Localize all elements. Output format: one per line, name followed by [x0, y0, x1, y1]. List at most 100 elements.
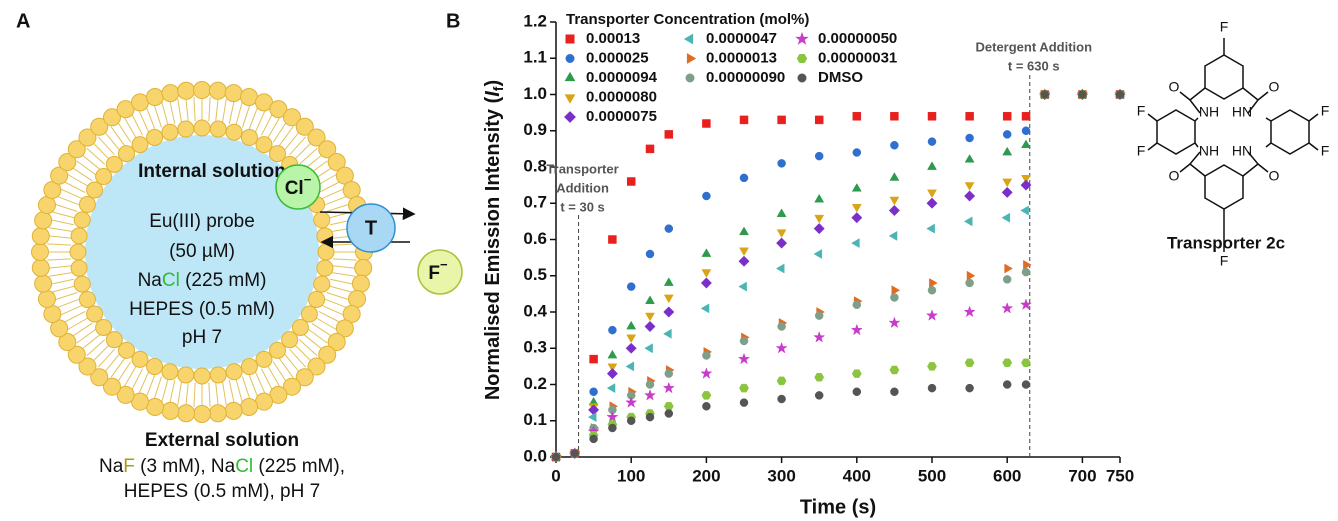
lipid-tail	[221, 381, 227, 406]
lipid-tail	[71, 322, 93, 337]
data-point	[775, 341, 788, 354]
lipid-tail	[242, 376, 251, 400]
lipid-head	[31, 227, 50, 246]
ring	[1270, 109, 1310, 155]
lipid-head	[224, 401, 243, 420]
ring	[1204, 164, 1244, 210]
x-tick-label: 700	[1068, 466, 1096, 485]
data-point	[1002, 146, 1013, 156]
lipid-head	[291, 318, 309, 336]
data-point	[965, 112, 974, 121]
lipid-tail	[177, 381, 183, 406]
data-point	[608, 405, 617, 415]
data-point	[626, 334, 637, 344]
data-point	[607, 363, 618, 373]
lipid-tail	[117, 361, 132, 383]
lipid-head	[268, 145, 286, 163]
legend-label: 0.0000013	[706, 49, 777, 66]
data-point	[889, 172, 900, 181]
lipid-head	[116, 385, 135, 404]
data-point	[663, 306, 675, 318]
lipid-head	[255, 350, 273, 368]
lipid-tail	[71, 167, 93, 182]
lipid-head	[255, 136, 273, 154]
lipid-head	[327, 333, 346, 352]
lipid-head	[145, 87, 164, 106]
lipid-tail	[145, 107, 156, 130]
data-point	[570, 449, 580, 458]
lipid-tail	[254, 371, 266, 394]
lipid-head	[193, 81, 211, 99]
lipid-tail	[153, 104, 162, 128]
data-point	[625, 396, 638, 408]
data-point	[777, 322, 786, 331]
lipid-head	[50, 166, 69, 185]
data-point	[1002, 275, 1012, 284]
data-point	[589, 434, 598, 444]
lipid-head	[161, 363, 179, 381]
lipid-head	[240, 358, 258, 376]
lipid-head	[161, 84, 180, 103]
data-point	[606, 410, 619, 423]
atom-label: F	[1220, 19, 1229, 35]
lipid-tail	[57, 195, 80, 206]
lipid-tail	[81, 334, 101, 350]
data-point	[662, 381, 675, 394]
legend-marker	[685, 73, 695, 83]
annotation-text: Transporter	[546, 161, 618, 176]
lipid-tail	[228, 100, 235, 124]
x-tick-label: 0	[551, 466, 560, 485]
lipid-tail	[86, 147, 105, 165]
data-point	[889, 196, 900, 206]
legend-label: DMSO	[818, 69, 863, 86]
data-point	[926, 223, 935, 234]
lipid-head	[131, 93, 150, 112]
legend-marker	[564, 94, 576, 104]
legend-marker	[683, 33, 694, 45]
lipid-head	[73, 211, 91, 229]
lipid-head	[225, 123, 243, 141]
lipid-tail	[54, 203, 78, 212]
data-point	[625, 342, 637, 354]
annotation-text: t = 630 s	[1008, 58, 1060, 73]
data-point	[966, 270, 976, 281]
data-point	[739, 226, 749, 236]
data-point	[700, 277, 712, 289]
data-point	[850, 323, 863, 336]
data-point	[626, 416, 636, 425]
atom-label: O	[1269, 79, 1280, 95]
lipid-tail	[161, 378, 169, 402]
lipid-head	[225, 363, 243, 381]
data-point	[739, 336, 749, 346]
data-point	[1021, 126, 1031, 135]
y-tick-label: 0.8	[523, 156, 547, 175]
y-tick-label: 0.3	[523, 338, 547, 357]
external-line: NaF (3 mM), NaCl (225 mM),	[99, 456, 345, 477]
lipid-head	[318, 345, 337, 364]
lipid-tail	[161, 102, 169, 126]
data-point	[608, 235, 617, 244]
lipid-head	[105, 331, 123, 349]
data-point	[851, 204, 862, 213]
lipid-tail	[315, 317, 337, 330]
lipid-tail	[332, 265, 357, 269]
lipid-head	[37, 290, 56, 309]
lipid-tail	[131, 113, 143, 136]
lipid-head	[70, 259, 88, 277]
data-point	[738, 255, 750, 267]
y-tick-label: 1.0	[523, 84, 547, 103]
data-point	[891, 285, 901, 296]
data-point	[1020, 179, 1032, 191]
y-tick-label: 0.5	[523, 265, 547, 284]
data-point	[852, 112, 862, 121]
lipid-tail	[318, 181, 341, 193]
data-point	[625, 361, 635, 372]
data-point	[888, 316, 901, 329]
lipid-tail	[47, 258, 72, 261]
data-point	[606, 383, 616, 394]
fluoride-ion	[417, 249, 463, 295]
external-title: External solution	[145, 430, 299, 451]
transporter	[346, 203, 396, 253]
lipid-tail	[261, 368, 273, 391]
